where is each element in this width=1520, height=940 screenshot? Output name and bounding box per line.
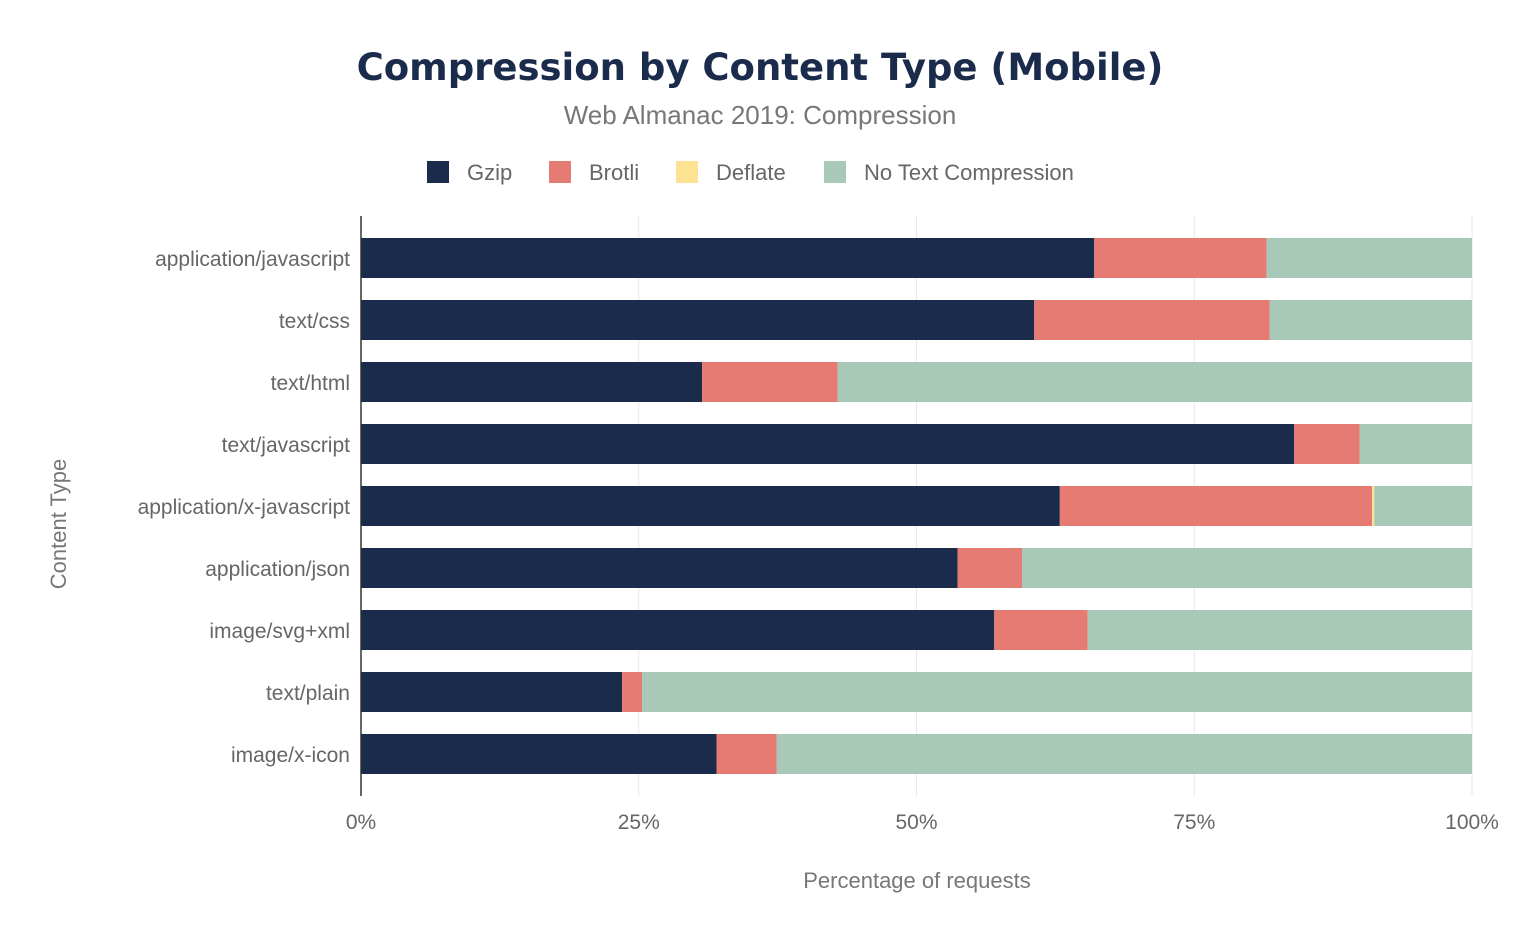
bar-brotli[interactable] [994, 610, 1088, 650]
bar-brotli[interactable] [716, 734, 777, 774]
y-tick-label: text/html [271, 372, 350, 395]
bar-no-text-compression[interactable] [1374, 486, 1472, 526]
y-tick-label: application/x-javascript [138, 496, 351, 519]
chart-title: Compression by Content Type (Mobile) [357, 46, 1164, 89]
y-tick-label: image/x-icon [231, 744, 350, 767]
bar-brotli[interactable] [1094, 238, 1267, 278]
legend: Gzip Brotli Deflate No Text Compression [427, 160, 1074, 185]
bar-brotli[interactable] [702, 362, 838, 402]
bar-gzip[interactable] [361, 300, 1035, 340]
bar-gzip[interactable] [361, 610, 995, 650]
bar-gzip[interactable] [361, 362, 703, 402]
legend-label[interactable]: Brotli [589, 160, 639, 185]
y-axis-title: Content Type [46, 459, 71, 589]
bar-no-text-compression[interactable] [837, 362, 1472, 402]
x-tick-label: 100% [1445, 811, 1499, 834]
bar-gzip[interactable] [361, 238, 1095, 278]
legend-swatch-no-text-compression[interactable] [824, 161, 846, 183]
bar-brotli[interactable] [957, 548, 1023, 588]
y-tick-labels: application/javascript text/css text/html t… [138, 248, 351, 767]
bar-no-text-compression[interactable] [1269, 300, 1472, 340]
bar-gzip[interactable] [361, 424, 1295, 464]
bar-gzip[interactable] [361, 548, 958, 588]
legend-label[interactable]: Gzip [467, 160, 512, 185]
bar-brotli[interactable] [1294, 424, 1360, 464]
bar-no-text-compression[interactable] [1266, 238, 1472, 278]
bar-brotli[interactable] [1059, 486, 1373, 526]
bar-gzip[interactable] [361, 734, 717, 774]
x-axis-title: Percentage of requests [803, 868, 1030, 893]
bar-gzip[interactable] [361, 486, 1060, 526]
bar-brotli[interactable] [622, 672, 643, 712]
legend-label[interactable]: No Text Compression [864, 160, 1074, 185]
legend-label[interactable]: Deflate [716, 160, 786, 185]
x-tick-label: 75% [1173, 811, 1215, 834]
legend-swatch-deflate[interactable] [676, 161, 698, 183]
y-tick-label: text/css [279, 310, 350, 333]
bar-no-text-compression[interactable] [1022, 548, 1472, 588]
x-tick-label: 50% [895, 811, 937, 834]
bar-no-text-compression[interactable] [642, 672, 1472, 712]
chart-subtitle: Web Almanac 2019: Compression [564, 100, 957, 130]
bar-no-text-compression[interactable] [1087, 610, 1472, 650]
bar-brotli[interactable] [1034, 300, 1270, 340]
bar-no-text-compression[interactable] [1359, 424, 1472, 464]
x-tick-label: 25% [618, 811, 660, 834]
bar-gzip[interactable] [361, 672, 623, 712]
y-tick-label: application/javascript [155, 248, 350, 271]
x-tick-labels: 0% 25% 50% 75% 100% [346, 811, 1499, 834]
legend-swatch-brotli[interactable] [549, 161, 571, 183]
y-tick-label: text/plain [266, 682, 350, 705]
y-tick-label: image/svg+xml [209, 620, 350, 643]
bars [361, 238, 1472, 774]
y-tick-label: application/json [205, 558, 350, 581]
bar-no-text-compression[interactable] [776, 734, 1472, 774]
legend-swatch-gzip[interactable] [427, 161, 449, 183]
x-tick-label: 0% [346, 811, 376, 834]
y-tick-label: text/javascript [222, 434, 351, 457]
bar-deflate[interactable] [1372, 486, 1375, 526]
